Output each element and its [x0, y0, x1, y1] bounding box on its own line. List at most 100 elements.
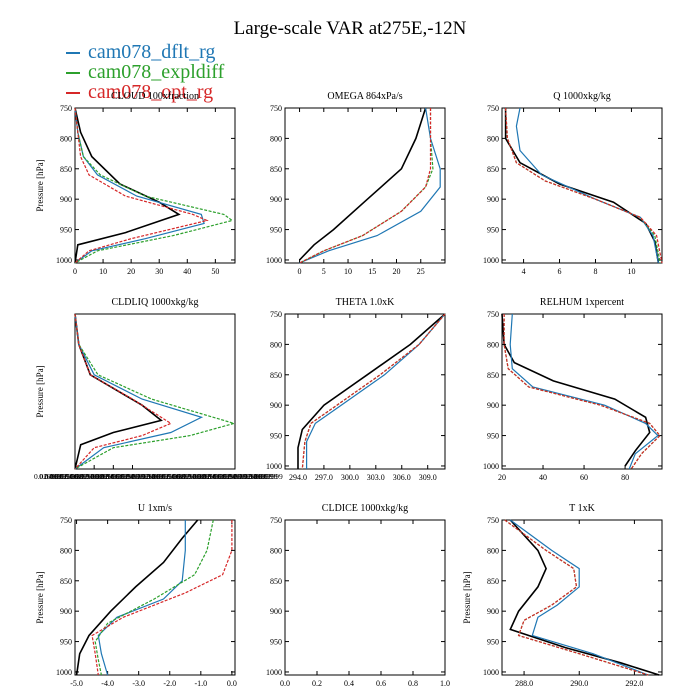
x-tick-label: 4 [522, 267, 526, 276]
series-line [509, 519, 649, 676]
panel-frame [284, 313, 446, 470]
x-tick-label: 10 [344, 267, 352, 276]
x-tick-label: 20 [393, 267, 401, 276]
y-tick-label: 1000 [56, 256, 72, 265]
y-tick-label: 1000 [266, 462, 282, 471]
legend-swatch [66, 52, 80, 55]
x-tick-label: 5 [322, 267, 326, 276]
legend-swatch [66, 72, 80, 75]
panel-frame [501, 107, 663, 264]
series-line [91, 520, 233, 676]
x-tick-label: 0.08999 [111, 472, 136, 481]
x-tick-label: 294.0 [289, 473, 307, 482]
y-tick-label: 750 [270, 104, 282, 113]
x-tick-label: 0.04999 [121, 472, 146, 481]
x-tick-label: 0.06999 [167, 472, 192, 481]
x-tick-label: 303.0 [367, 473, 385, 482]
y-tick-label: 1000 [266, 256, 282, 265]
y-tick-label: 750 [270, 516, 282, 525]
series-line [74, 107, 209, 264]
x-tick-label: 1.0 [440, 679, 450, 688]
y-tick-label: 800 [270, 546, 282, 555]
x-tick-label: 297.0 [315, 473, 333, 482]
y-tick-label: 800 [60, 546, 72, 555]
x-tick-label: 0.06999 [146, 472, 171, 481]
y-tick-label: 950 [60, 638, 72, 647]
y-tick-label: 850 [270, 165, 282, 174]
y-tick-label: 900 [487, 195, 499, 204]
x-tick-label: 30 [155, 267, 163, 276]
series-line [503, 314, 661, 470]
figure-title: Large-scale VAR at275E,-12N [233, 18, 467, 39]
x-tick-label: 0.06999 [105, 472, 130, 481]
panel-frame [74, 313, 236, 470]
y-tick-label: 750 [487, 516, 499, 525]
y-tick-label: 800 [270, 134, 282, 143]
x-tick-label: 0.04999 [141, 472, 166, 481]
series-line [504, 519, 649, 676]
x-tick-label: 0.08999 [131, 472, 156, 481]
y-tick-label: 850 [60, 165, 72, 174]
x-tick-label: 20 [498, 473, 506, 482]
x-tick-label: 0.06999 [85, 472, 110, 481]
x-tick-label: 0 [73, 267, 77, 276]
y-tick-label: 800 [487, 340, 499, 349]
y-tick-label: 900 [270, 195, 282, 204]
series-line [97, 520, 186, 676]
x-tick-label: 0.8 [408, 679, 418, 688]
panel-frame [74, 107, 236, 264]
x-tick-label: 0.2 [312, 679, 322, 688]
panel-title: Q 1000xkg/kg [553, 91, 611, 102]
y-tick-label: 800 [270, 340, 282, 349]
x-tick-label: 0.06999 [248, 472, 273, 481]
x-tick-label: 0.02999 [34, 472, 59, 481]
y-tick-label: 900 [60, 607, 72, 616]
panel-title: CLDICE 1000xkg/kg [322, 503, 408, 514]
series-line [298, 107, 427, 261]
y-tick-label: 800 [60, 134, 72, 143]
x-tick-label: 0.4 [344, 679, 354, 688]
y-tick-label: 800 [487, 546, 499, 555]
x-tick-label: 0.08999 [233, 472, 258, 481]
x-tick-label: 0.02999 [238, 472, 263, 481]
x-tick-label: 288.0 [515, 679, 533, 688]
panel-frame [284, 519, 446, 676]
series-line [74, 107, 234, 264]
x-tick-label: 0.08999 [172, 472, 197, 481]
legend-label: cam078_opt_rg [88, 81, 214, 103]
series-line [299, 108, 432, 264]
x-tick-label: 0.08999 [151, 472, 176, 481]
panel-frame [284, 107, 446, 264]
x-tick-label: 0.06999 [44, 472, 69, 481]
series-line [515, 107, 659, 264]
y-tick-label: 850 [60, 577, 72, 586]
x-tick-label: 0.04999 [80, 472, 105, 481]
series-line [503, 314, 661, 470]
x-tick-label: 0.02999 [258, 472, 283, 481]
x-tick-label: 0.08999 [192, 472, 217, 481]
x-tick-label: 0.06999 [65, 472, 90, 481]
x-tick-label: 80 [621, 473, 629, 482]
series-line [299, 107, 441, 264]
y-tick-label: 1000 [56, 668, 72, 677]
series-line [306, 313, 446, 469]
x-tick-label: 0.04999 [100, 472, 125, 481]
x-tick-label: 0.0 [280, 679, 290, 688]
panel-title: CLOUD 100xfraction [111, 91, 199, 102]
series-line [75, 519, 199, 676]
x-tick-label: 0.04999 [202, 472, 227, 481]
x-tick-label: 0.06999 [228, 472, 253, 481]
series-line [509, 313, 659, 470]
y-tick-label: 950 [60, 226, 72, 235]
y-tick-label: 950 [270, 432, 282, 441]
x-tick-label: 25 [417, 267, 425, 276]
series-line [297, 313, 446, 469]
y-axis-label: Pressure [hPa] [462, 571, 472, 623]
y-tick-label: 900 [487, 607, 499, 616]
legend-item-expldiff: cam078_expldiff [66, 62, 224, 82]
x-tick-label: -4.0 [101, 679, 114, 688]
x-tick-label: 0.04999 [60, 472, 85, 481]
x-tick-label: 292.0 [625, 679, 643, 688]
y-axis-label: Pressure [hPa] [35, 365, 45, 417]
panel-title: RELHUM 1xpercent [540, 297, 624, 308]
